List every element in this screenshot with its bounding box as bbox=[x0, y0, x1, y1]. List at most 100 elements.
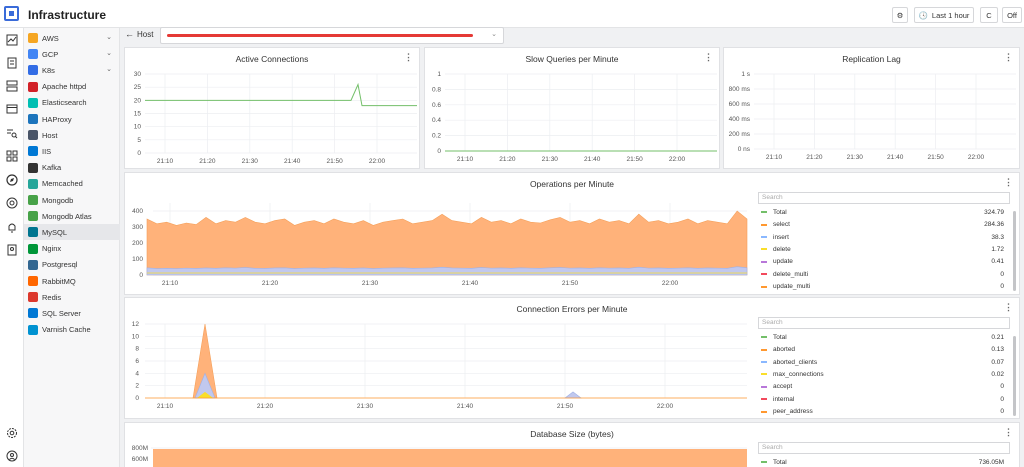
server-icon[interactable] bbox=[5, 79, 19, 93]
x-tick-label: 21:20 bbox=[806, 154, 823, 161]
legend-value: 0 bbox=[1000, 383, 1004, 391]
panel-menu-icon[interactable]: ⋮ bbox=[704, 52, 713, 62]
legend-row[interactable]: select 284.36 bbox=[758, 218, 1004, 231]
compass-icon[interactable] bbox=[5, 173, 19, 187]
legend-search-input[interactable]: Search bbox=[758, 317, 1010, 329]
iis-icon bbox=[28, 146, 38, 157]
sidebar-item-elasticsearch[interactable]: Elasticsearch bbox=[24, 95, 120, 111]
legend-row[interactable]: update_multi 0 bbox=[758, 280, 1004, 293]
insert-area bbox=[146, 266, 748, 276]
auto-refresh-label: Off bbox=[1007, 10, 1017, 20]
refresh-button[interactable]: C bbox=[980, 7, 998, 23]
sidebar-item-label: Mongodb bbox=[42, 195, 74, 205]
y-tick-label: 300 bbox=[132, 224, 143, 231]
bell-icon[interactable] bbox=[5, 220, 19, 234]
panel-menu-icon[interactable]: ⋮ bbox=[1004, 177, 1013, 187]
legend-scrollbar[interactable] bbox=[1013, 211, 1016, 291]
sidebar-item-aws[interactable]: AWS ⌄ bbox=[24, 30, 120, 46]
legend-row[interactable]: Total 736.05M bbox=[758, 456, 1004, 467]
sidebar-item-apache-httpd[interactable]: Apache httpd bbox=[24, 79, 120, 95]
sidebar-item-mysql[interactable]: MySQL bbox=[24, 224, 120, 241]
legend-row[interactable]: Total 324.79 bbox=[758, 206, 1004, 219]
legend-row[interactable]: aborted_clients 0.07 bbox=[758, 356, 1004, 369]
time-range-picker[interactable]: 🕓 Last 1 hour bbox=[914, 7, 974, 23]
panel-menu-icon[interactable]: ⋮ bbox=[1004, 302, 1013, 312]
panel-menu-icon[interactable]: ⋮ bbox=[1004, 52, 1013, 62]
legend-row[interactable]: insert 38.3 bbox=[758, 231, 1004, 244]
panel-title: Replication Lag bbox=[842, 54, 901, 64]
sidebar-item-nginx[interactable]: Nginx bbox=[24, 241, 120, 257]
target-icon[interactable] bbox=[5, 196, 19, 210]
sidebar-item-rabbitmq[interactable]: RabbitMQ bbox=[24, 273, 120, 289]
report-icon[interactable] bbox=[5, 243, 19, 257]
sidebar-item-gcp[interactable]: GCP ⌄ bbox=[24, 46, 120, 62]
legend-row[interactable]: aborted 0.13 bbox=[758, 343, 1004, 356]
replication-lag-chart: 0 ns 200 ms 400 ms 600 ms 800 ms 1 s 21:10 21:2… bbox=[729, 71, 1016, 161]
app-logo-icon[interactable] bbox=[4, 6, 19, 21]
sidebar-item-host[interactable]: Host bbox=[24, 127, 120, 143]
rabbitmq-icon bbox=[28, 276, 38, 286]
legend-row[interactable]: update 0.41 bbox=[758, 256, 1004, 269]
panel-menu-icon[interactable]: ⋮ bbox=[1004, 427, 1013, 437]
memcached-icon bbox=[28, 178, 38, 189]
legend-search-input[interactable]: Search bbox=[758, 442, 1010, 454]
sidebar-item-label: Kafka bbox=[42, 163, 62, 173]
window-icon[interactable] bbox=[5, 102, 19, 116]
panel-menu-icon[interactable]: ⋮ bbox=[404, 52, 413, 62]
legend-swatch bbox=[761, 410, 767, 413]
legend-value: 0 bbox=[1000, 395, 1004, 403]
x-tick-label: 21:40 bbox=[462, 280, 479, 287]
legend-search-input[interactable]: Search bbox=[758, 192, 1010, 204]
legend-label: Total bbox=[773, 458, 787, 466]
legend-value: 736.05M bbox=[978, 458, 1004, 466]
y-tick-label: 600M bbox=[132, 456, 148, 463]
sidebar-item-varnish-cache[interactable]: Varnish Cache bbox=[24, 322, 120, 338]
x-tick-label: 21:50 bbox=[326, 158, 343, 165]
sidebar-item-k8s[interactable]: K8s ⌄ bbox=[24, 62, 120, 78]
sidebar-item-haproxy[interactable]: HAProxy bbox=[24, 111, 120, 127]
grid-icon[interactable] bbox=[5, 149, 19, 163]
legend-row[interactable]: Total 0.21 bbox=[758, 331, 1004, 344]
legend-row[interactable]: internal 0 bbox=[758, 393, 1004, 406]
sidebar-item-mongodb-atlas[interactable]: Mongodb Atlas bbox=[24, 208, 120, 224]
sidebar-item-iis[interactable]: IIS bbox=[24, 143, 120, 159]
back-arrow-icon[interactable]: ← bbox=[125, 29, 134, 39]
sidebar-item-memcached[interactable]: Memcached bbox=[24, 176, 120, 192]
chevron-down-icon[interactable]: ⌄ bbox=[106, 34, 112, 41]
panel-title: Connection Errors per Minute bbox=[516, 304, 628, 314]
sidebar-item-redis[interactable]: Redis bbox=[24, 289, 120, 305]
legend-scrollbar[interactable] bbox=[1013, 336, 1016, 416]
y-tick-label: 1 bbox=[437, 71, 441, 78]
sidebar-item-label: Nginx bbox=[42, 244, 62, 254]
checklist-icon[interactable] bbox=[5, 56, 19, 70]
sidebar-item-sql-server[interactable]: SQL Server bbox=[24, 305, 120, 321]
legend-label: aborted bbox=[773, 346, 796, 354]
nginx-icon bbox=[28, 243, 38, 254]
legend-row[interactable]: delete_multi 0 bbox=[758, 268, 1004, 281]
settings-icon[interactable] bbox=[5, 426, 19, 440]
slow-queries-chart: 0 0.2 0.4 0.6 0.8 1 21:10 21:20 21:30 21:40 21:50 2… bbox=[432, 71, 717, 163]
legend-row[interactable]: delete 1.72 bbox=[758, 243, 1004, 256]
legend-swatch bbox=[761, 223, 767, 226]
auto-refresh-toggle[interactable]: Off bbox=[1002, 7, 1022, 23]
legend-row[interactable]: accept 0 bbox=[758, 381, 1004, 394]
search-list-icon[interactable] bbox=[5, 126, 19, 140]
y-tick-label: 5 bbox=[137, 137, 141, 144]
legend-label: peer_address bbox=[773, 408, 813, 416]
chevron-down-icon[interactable]: ⌄ bbox=[106, 50, 112, 58]
sidebar-item-mongodb[interactable]: Mongodb bbox=[24, 192, 120, 208]
monitor-icon[interactable] bbox=[5, 33, 19, 47]
sqlserver-icon bbox=[28, 308, 38, 319]
help-icon[interactable] bbox=[5, 449, 19, 463]
x-tick-label: 22:00 bbox=[657, 403, 674, 410]
legend-row[interactable]: max_connections 0.02 bbox=[758, 368, 1004, 381]
settings-button[interactable]: ⚙ bbox=[892, 7, 908, 23]
max-connections-spike bbox=[197, 391, 213, 398]
legend-row[interactable]: peer_address 0 bbox=[758, 405, 1004, 418]
host-select[interactable]: ⌄ bbox=[160, 27, 504, 44]
sidebar-item-postgresql[interactable]: Postgresql bbox=[24, 257, 120, 273]
leaf-icon bbox=[28, 211, 38, 222]
chevron-down-icon[interactable]: ⌄ bbox=[106, 66, 112, 74]
sidebar-item-label: GCP bbox=[42, 49, 59, 59]
sidebar-item-kafka[interactable]: Kafka bbox=[24, 160, 120, 176]
